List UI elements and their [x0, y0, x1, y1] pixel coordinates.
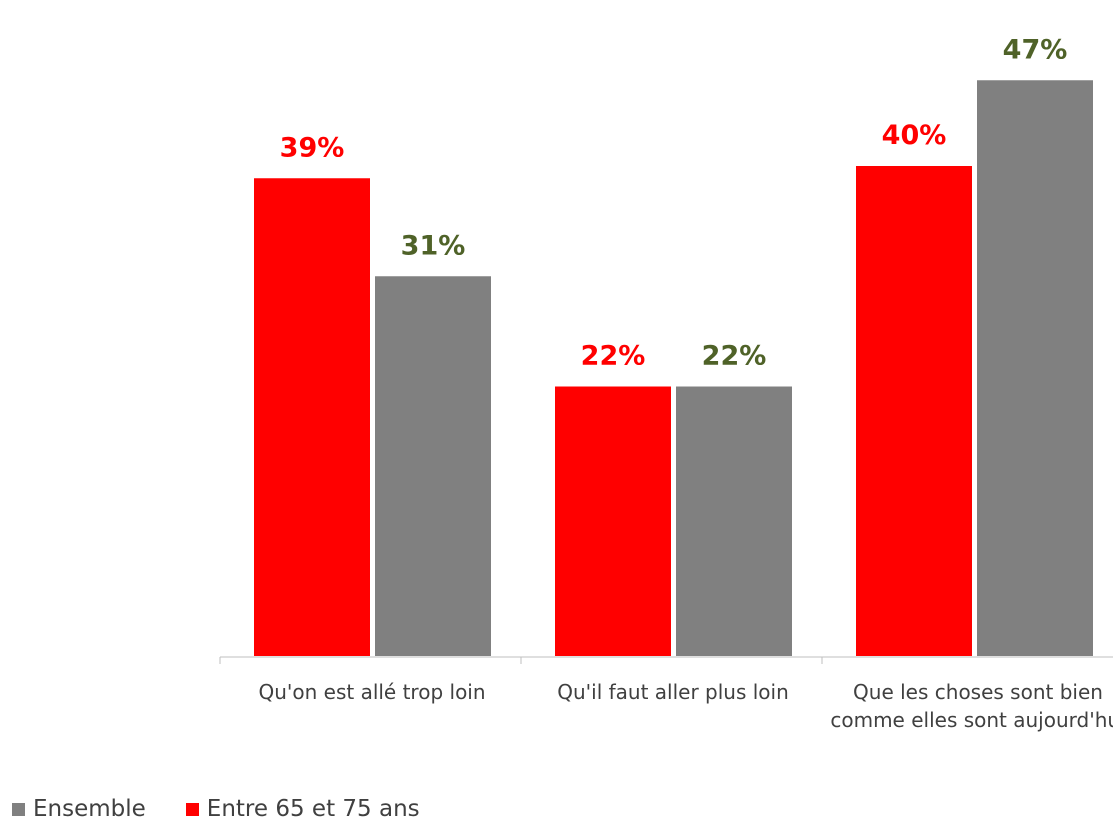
data-label-entre-65-75-1: 22% — [581, 341, 646, 372]
data-label-entre-65-75-0: 39% — [280, 132, 345, 163]
bar-entre-65-75-0 — [254, 178, 370, 656]
legend-swatch-ensemble — [12, 802, 25, 816]
x-axis-label-0: Qu'on est allé trop loin — [258, 680, 486, 704]
bar-ensemble-0 — [375, 276, 491, 656]
x-axis-label-2: Que les choses sont bien comme elles son… — [830, 680, 1113, 732]
bar-chart: 39% 31% 22% 22% 40% 47% — [219, 34, 1113, 664]
legend-swatch-65-75 — [185, 802, 199, 816]
data-label-ensemble-2: 47% — [1003, 34, 1068, 65]
bar-ensemble-2 — [977, 80, 1093, 656]
data-label-entre-65-75-2: 40% — [882, 120, 947, 151]
legend-label-ensemble: Ensemble — [33, 796, 146, 822]
data-label-ensemble-1: 22% — [702, 341, 767, 372]
legend: Ensemble Entre 65 et 75 ans — [12, 796, 460, 822]
bar-entre-65-75-2 — [856, 166, 972, 656]
bar-ensemble-1 — [676, 386, 792, 656]
x-axis-label-1: Qu'il faut aller plus loin — [557, 680, 789, 704]
legend-label-65-75: Entre 65 et 75 ans — [206, 796, 420, 822]
bar-entre-65-75-1 — [555, 386, 671, 656]
data-label-ensemble-0: 31% — [401, 230, 466, 261]
legend-item-65-75: Entre 65 et 75 ans — [185, 796, 420, 822]
legend-item-ensemble: Ensemble — [12, 796, 146, 822]
